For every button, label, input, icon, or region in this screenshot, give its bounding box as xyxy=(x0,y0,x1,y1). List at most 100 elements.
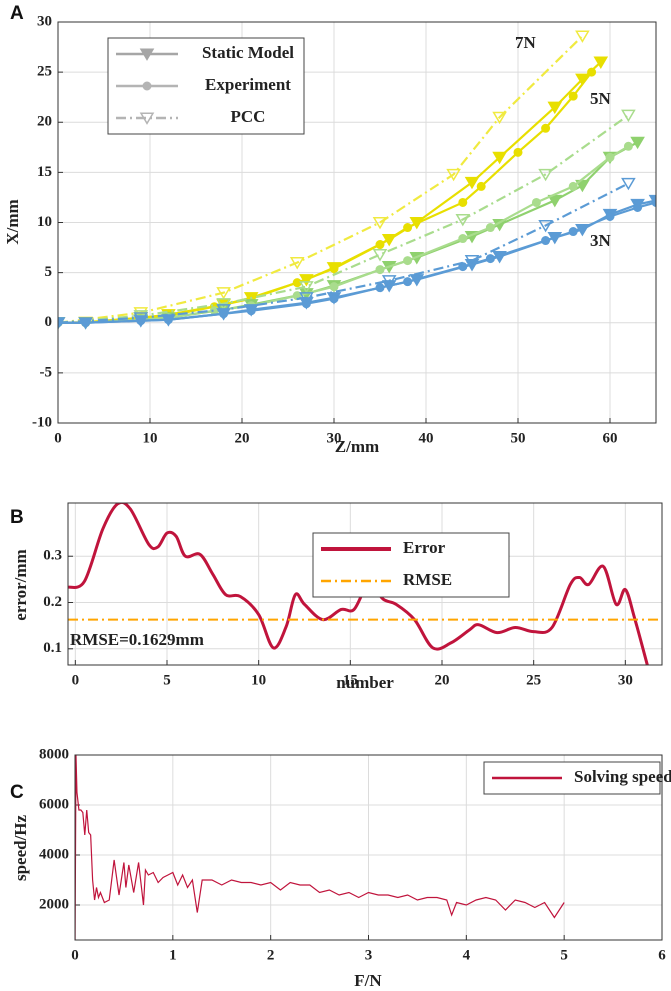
y-tick-label: 30 xyxy=(37,13,52,29)
x-tick-label: 15 xyxy=(343,672,358,688)
legend-label: Static Model xyxy=(202,43,294,62)
y-tick-label: 0.1 xyxy=(43,640,62,656)
series-line xyxy=(68,503,649,665)
marker xyxy=(381,275,397,288)
x-tick-label: 0 xyxy=(71,947,79,963)
x-tick-label: 5 xyxy=(560,947,568,963)
x-tick-label: 40 xyxy=(419,430,434,446)
marker xyxy=(329,282,339,292)
marker xyxy=(651,197,656,207)
x-tick-label: 30 xyxy=(618,672,633,688)
y-tick-label: 2000 xyxy=(39,896,69,912)
series-line xyxy=(75,755,565,940)
y-tick-label: 5 xyxy=(45,264,53,280)
y-axis-label: speed/Hz xyxy=(11,814,30,881)
x-tick-label: 10 xyxy=(251,672,266,688)
marker xyxy=(575,30,590,43)
plot-series xyxy=(68,503,662,665)
marker xyxy=(568,227,578,237)
marker xyxy=(289,257,305,270)
x-axis-label: F/N xyxy=(354,971,382,990)
marker xyxy=(458,197,468,207)
x-tick-label: 30 xyxy=(327,430,342,446)
marker xyxy=(58,317,66,330)
x-tick-label: 0 xyxy=(72,672,80,688)
marker xyxy=(575,179,590,193)
marker xyxy=(142,81,152,91)
marker xyxy=(216,304,231,317)
marker xyxy=(547,194,563,208)
y-tick-label: 10 xyxy=(37,214,52,230)
series-line xyxy=(58,71,593,324)
legend-label: Experiment xyxy=(205,75,291,94)
marker xyxy=(492,111,507,125)
marker xyxy=(372,216,388,230)
x-tick-label: 5 xyxy=(163,672,171,688)
series-line xyxy=(58,35,584,324)
y-tick-label: 0.3 xyxy=(43,548,62,564)
y-tick-label: 15 xyxy=(37,164,52,180)
marker xyxy=(216,287,231,300)
panel-label: B xyxy=(10,507,24,528)
marker xyxy=(513,147,523,157)
y-tick-label: 4000 xyxy=(39,846,69,862)
plot-frame xyxy=(57,21,657,424)
plot-series xyxy=(58,30,656,330)
marker xyxy=(372,249,388,262)
marker xyxy=(403,223,413,233)
legend-label: Error xyxy=(403,538,446,557)
x-tick-label: 20 xyxy=(235,430,250,446)
annotation: RMSE=0.1629mm xyxy=(70,630,204,649)
x-tick-label: 50 xyxy=(511,430,526,446)
marker xyxy=(375,265,385,275)
annotation: 7N xyxy=(515,33,537,52)
marker xyxy=(299,281,314,294)
marker xyxy=(538,219,553,233)
marker xyxy=(485,223,495,233)
marker xyxy=(541,123,551,133)
legend-box xyxy=(312,532,510,598)
y-tick-label: 8000 xyxy=(39,746,69,762)
legend-label: Solving speed xyxy=(574,767,671,786)
series-line xyxy=(58,182,629,324)
panel-label: C xyxy=(10,782,24,803)
x-tick-label: 25 xyxy=(526,672,541,688)
marker xyxy=(476,181,486,191)
marker xyxy=(375,240,385,250)
marker xyxy=(403,256,413,266)
x-axis-label: number xyxy=(336,673,394,692)
x-tick-label: 10 xyxy=(143,430,158,446)
marker xyxy=(403,277,413,287)
marker xyxy=(133,312,149,325)
marker xyxy=(587,67,597,77)
plot-frame xyxy=(67,502,663,666)
x-tick-label: 20 xyxy=(435,672,450,688)
marker xyxy=(630,136,645,150)
plot-frame xyxy=(74,754,663,941)
y-axis-label: error/mm xyxy=(11,549,30,620)
y-tick-label: -5 xyxy=(40,364,53,380)
legend-label: RMSE xyxy=(403,570,452,589)
panel-label: A xyxy=(10,3,24,24)
marker xyxy=(464,176,480,190)
marker xyxy=(621,109,636,123)
x-tick-label: 6 xyxy=(658,947,666,963)
marker xyxy=(485,254,495,264)
y-tick-label: 25 xyxy=(37,64,52,80)
marker xyxy=(299,292,314,305)
y-tick-label: 0.2 xyxy=(43,594,62,610)
legend-label: PCC xyxy=(231,107,266,126)
marker xyxy=(455,213,471,227)
y-tick-label: -10 xyxy=(32,414,52,430)
x-tick-label: 60 xyxy=(603,430,618,446)
y-tick-label: 6000 xyxy=(39,796,69,812)
annotation: 3N xyxy=(590,231,612,250)
marker xyxy=(568,91,578,101)
marker xyxy=(531,197,541,207)
annotation: 5N xyxy=(590,89,612,108)
marker xyxy=(458,234,468,244)
marker xyxy=(163,315,173,325)
y-tick-label: 0 xyxy=(45,314,53,330)
marker xyxy=(538,168,553,182)
